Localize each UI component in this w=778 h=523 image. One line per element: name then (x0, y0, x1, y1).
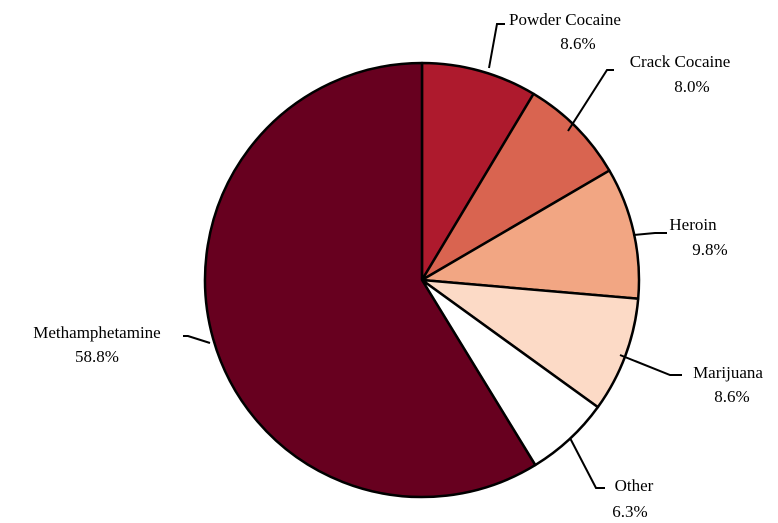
slice-labels: Powder Cocaine 8.6% Crack Cocaine 8.0% Heroi… (33, 10, 763, 521)
slice-value-methamphetamine: 58.8% (75, 347, 119, 366)
slice-methamphetamine (203, 61, 537, 499)
slice-label-marijuana: Marijuana (693, 363, 763, 382)
leader-line-heroin (632, 232, 667, 236)
slice-label-powder-cocaine: Powder Cocaine (509, 10, 621, 29)
leader-line-methamphetamine (183, 335, 211, 344)
slice-label-crack-cocaine: Crack Cocaine (630, 52, 731, 71)
slice-label-methamphetamine: Methamphetamine (33, 323, 160, 342)
slice-value-other: 6.3% (612, 502, 647, 521)
slice-value-crack-cocaine: 8.0% (674, 77, 709, 96)
slice-label-other: Other (615, 476, 654, 495)
slice-powder-cocaine (420, 61, 535, 282)
leader-line-marijuana (619, 354, 682, 376)
pie-slices (203, 61, 641, 499)
leader-line-other (569, 437, 605, 489)
slice-value-heroin: 9.8% (692, 240, 727, 259)
slice-marijuana (420, 278, 640, 409)
leader-line-crack-cocaine (567, 69, 614, 132)
slice-value-powder-cocaine: 8.6% (560, 34, 595, 53)
leader-line-powder-cocaine (488, 23, 505, 69)
leader-lines (183, 23, 682, 489)
slice-crack-cocaine (420, 92, 611, 282)
slice-heroin (420, 169, 641, 300)
slice-value-marijuana: 8.6% (714, 387, 749, 406)
slice-label-heroin: Heroin (669, 215, 717, 234)
